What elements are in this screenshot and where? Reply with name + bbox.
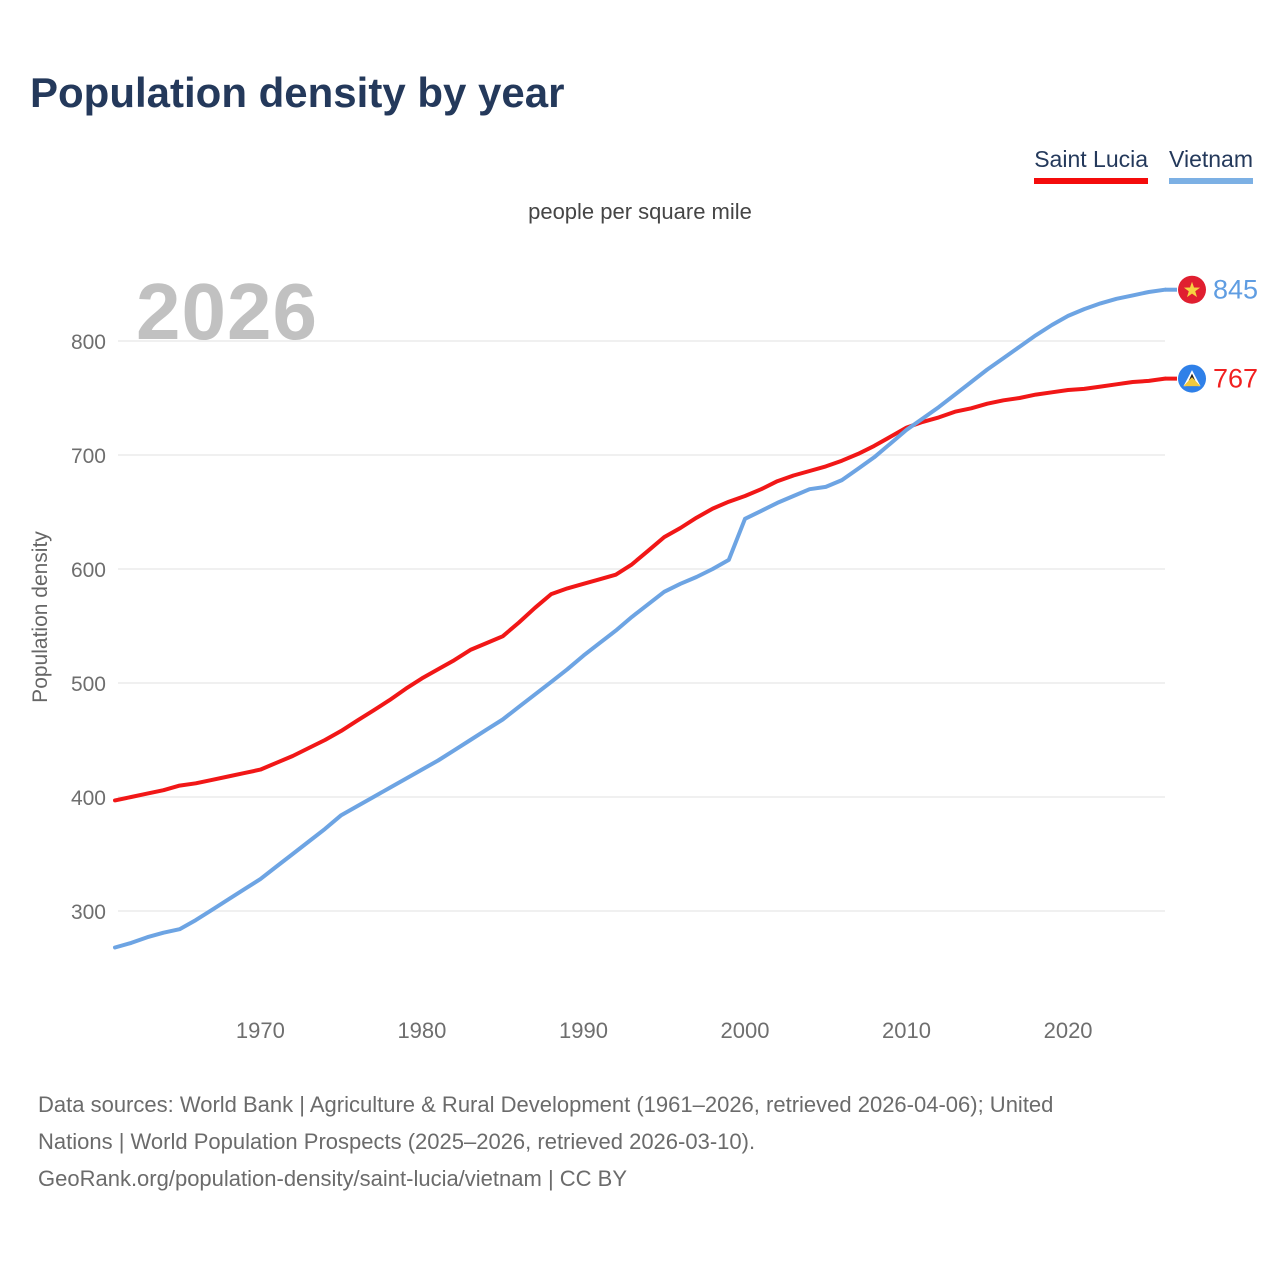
footer: Data sources: World Bank | Agriculture &…: [38, 1086, 1053, 1197]
legend-item-saint-lucia[interactable]: Saint Lucia: [1034, 146, 1149, 184]
legend: Saint Lucia Vietnam: [1034, 146, 1253, 184]
x-tick-label-2020: 2020: [1044, 1018, 1093, 1043]
x-tick-label-1990: 1990: [559, 1018, 608, 1043]
y-tick-label-800: 800: [71, 331, 106, 354]
vietnam-flag-star-icon: [1183, 281, 1201, 298]
vietnam-line: [113, 287, 1167, 950]
footer-sources-line-2: Nations | World Population Prospects (20…: [38, 1129, 756, 1154]
page-title: Population density by year: [30, 69, 565, 116]
y-tick-label-500: 500: [71, 673, 106, 696]
vietnam-end-value: 845: [1213, 275, 1258, 305]
y-tick-label-600: 600: [71, 559, 106, 582]
footer-sources-line-1: Data sources: World Bank | Agriculture &…: [38, 1092, 1054, 1117]
unit-subtitle: people per square mile: [528, 199, 752, 224]
footer-attribution: GeoRank.org/population-density/saint-luc…: [38, 1166, 628, 1191]
year-watermark: 2026: [136, 267, 318, 356]
y-tick-label-700: 700: [71, 445, 106, 468]
saint-lucia-flag-gold-triangle: [1183, 377, 1201, 387]
legend-item-vietnam[interactable]: Vietnam: [1169, 146, 1253, 184]
y-tick-label-400: 400: [71, 787, 106, 810]
x-tick-label-2010: 2010: [882, 1018, 931, 1043]
x-tick-label-2000: 2000: [721, 1018, 770, 1043]
population-density-line-chart: 300 400 500 600 700 800 1970 1980 1990 2000 2010 20…: [71, 275, 1258, 1043]
x-tick-label-1980: 1980: [397, 1018, 446, 1043]
x-tick-label-1970: 1970: [236, 1018, 285, 1043]
y-tick-label-300: 300: [71, 901, 106, 924]
saint-lucia-line: [113, 376, 1167, 803]
saint-lucia-end-value: 767: [1213, 364, 1258, 394]
